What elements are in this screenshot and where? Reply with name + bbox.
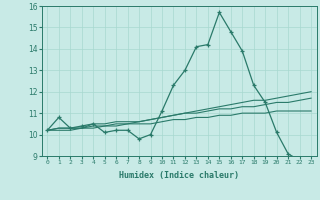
X-axis label: Humidex (Indice chaleur): Humidex (Indice chaleur) [119,171,239,180]
